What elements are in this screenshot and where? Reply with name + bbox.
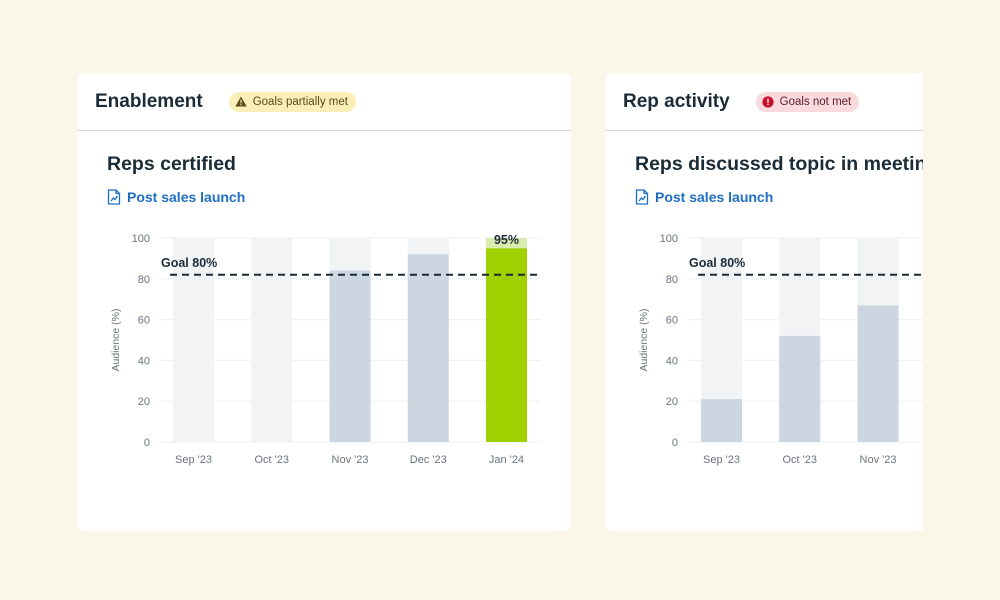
rep-activity-card: Rep activity Goals not met Reps discusse…	[606, 73, 923, 531]
link-label: Post sales launch	[655, 189, 774, 205]
chart-title: Reps certified	[107, 153, 236, 175]
y-tick-label: 60	[138, 315, 150, 327]
y-tick-label: 20	[138, 396, 150, 408]
status-badge: Goals partially met	[228, 91, 356, 112]
status-badge-label: Goals not met	[779, 95, 852, 108]
card-header: Rep activity Goals not met	[606, 73, 923, 131]
x-tick-label: Oct '23	[782, 454, 817, 466]
data-label: 95%	[494, 233, 519, 247]
reps-discussed-topic-chart: 0 20 40 60 80 100 Audience (%) Sep '23 Oct '23 No…	[638, 233, 923, 466]
x-tick-label: Jan '24	[489, 454, 524, 466]
x-tick-label: Dec '23	[410, 454, 447, 466]
bar[interactable]	[779, 335, 821, 442]
y-tick-label: 0	[144, 437, 150, 449]
y-tick-label: 0	[672, 437, 678, 449]
goal-label: Goal 80%	[161, 256, 217, 270]
x-tick-label: Nov '23	[332, 454, 369, 466]
x-tick-label: Sep '23	[703, 454, 740, 466]
goal-label: Goal 80%	[689, 256, 745, 270]
y-tick-label: 80	[138, 274, 150, 286]
y-tick-label: 100	[660, 233, 678, 245]
bar[interactable]	[329, 270, 371, 442]
y-tick-label: 40	[138, 355, 150, 367]
x-tick-label: Oct '23	[254, 454, 289, 466]
y-tick-label: 20	[666, 396, 678, 408]
y-tick-label: 100	[132, 233, 150, 245]
alert-circle-icon	[762, 95, 774, 108]
y-axis-label: Audience (%)	[110, 308, 122, 371]
post-sales-launch-link[interactable]: Post sales launch	[635, 189, 773, 205]
chart-title: Reps discussed topic in meetings	[635, 153, 923, 175]
y-axis-label: Audience (%)	[638, 308, 650, 371]
bar[interactable]	[407, 254, 449, 442]
bar[interactable]	[486, 248, 527, 442]
document-chart-icon	[635, 189, 649, 205]
warning-triangle-icon	[235, 96, 247, 107]
status-badge: Goals not met	[755, 91, 860, 112]
document-chart-icon	[107, 189, 121, 205]
data-label-bg	[486, 238, 527, 249]
post-sales-launch-link[interactable]: Post sales launch	[107, 189, 245, 205]
bar[interactable]	[701, 399, 742, 442]
y-tick-label: 80	[666, 274, 678, 286]
status-badge-label: Goals partially met	[252, 95, 348, 108]
card-title: Rep activity	[623, 90, 730, 112]
y-tick-label: 60	[666, 315, 678, 327]
card-header: Enablement Goals partially met	[78, 73, 571, 131]
bar-track	[251, 238, 293, 442]
enablement-card: Enablement Goals partially met Reps cert…	[78, 73, 571, 531]
reps-certified-chart: 0 20 40 60 80 100 Audience (%) Sep '23 Oct '23 No…	[110, 233, 540, 466]
bar[interactable]	[857, 305, 899, 442]
link-label: Post sales launch	[127, 189, 246, 205]
bar-track	[173, 238, 214, 442]
y-tick-label: 40	[666, 355, 678, 367]
x-tick-label: Sep '23	[175, 454, 212, 466]
x-tick-label: Nov '23	[860, 454, 897, 466]
card-title: Enablement	[95, 90, 203, 112]
